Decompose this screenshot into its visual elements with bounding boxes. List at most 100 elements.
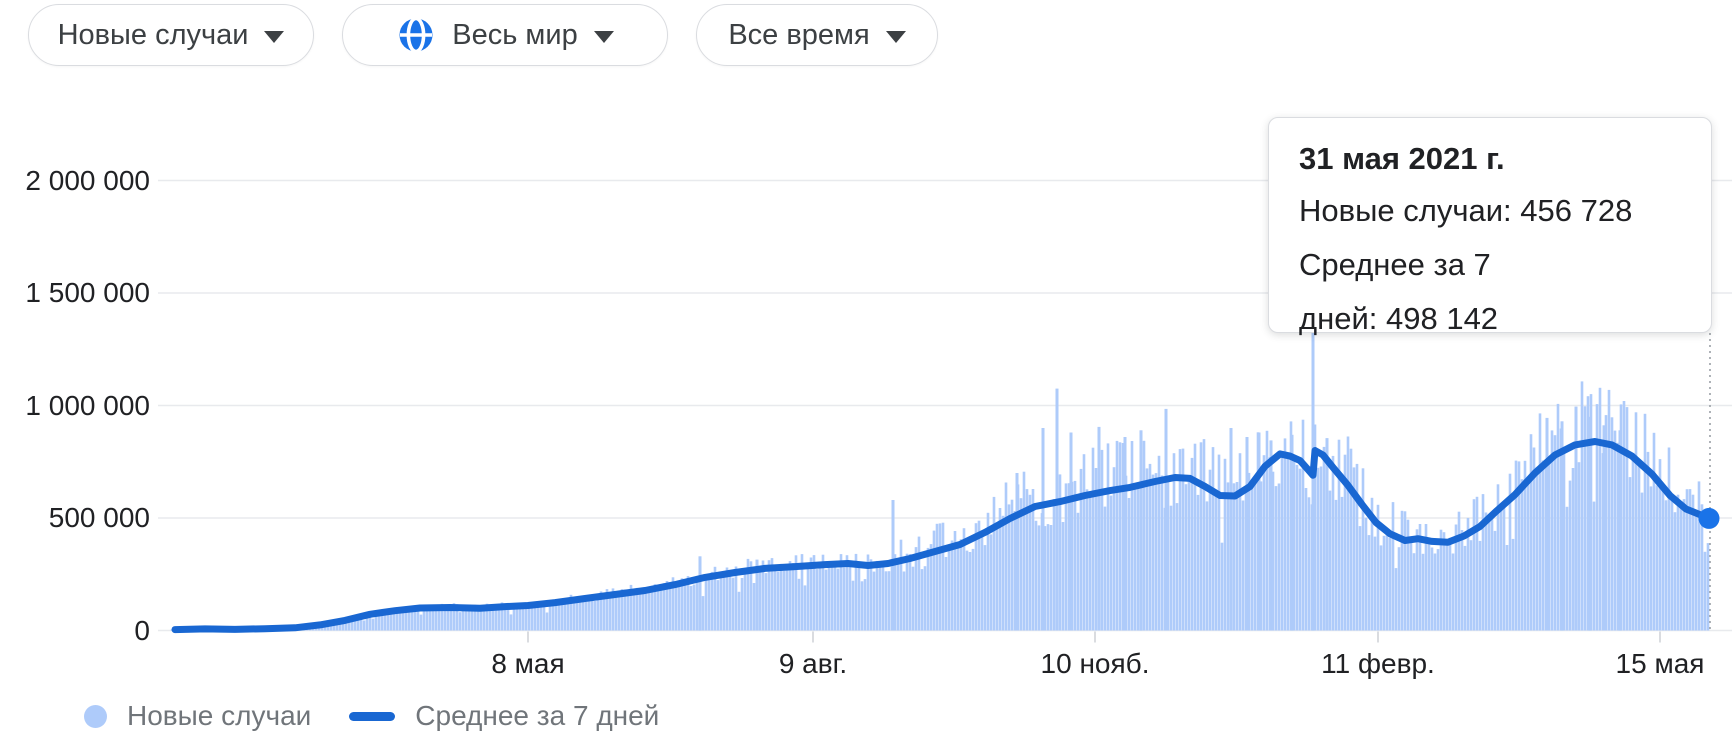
daily-bar (1481, 494, 1485, 631)
x-tick-label: 8 мая (491, 648, 565, 679)
daily-bar (359, 615, 363, 631)
daily-bar (461, 610, 465, 631)
daily-bar (623, 589, 627, 631)
daily-bar (1463, 545, 1467, 631)
daily-bar (1376, 504, 1380, 631)
daily-bar (1142, 440, 1146, 631)
daily-bar (1586, 396, 1590, 631)
region-dropdown[interactable]: Весь мир (342, 4, 668, 66)
daily-bar (620, 589, 624, 631)
daily-bar (554, 602, 558, 631)
daily-bar (1094, 468, 1098, 631)
daily-bar (335, 621, 339, 631)
hover-guide (1698, 333, 1720, 633)
daily-bar (644, 589, 648, 631)
daily-bar (1592, 501, 1596, 631)
daily-bar (1304, 488, 1308, 631)
daily-bar (344, 620, 348, 631)
daily-bar (1514, 460, 1518, 631)
daily-bar-spike (1269, 440, 1273, 631)
daily-bar (443, 609, 447, 631)
daily-bar (1403, 511, 1407, 631)
daily-bar (1697, 481, 1701, 631)
daily-bar (1307, 497, 1311, 631)
daily-bar (1496, 484, 1500, 631)
daily-bar (1220, 542, 1224, 631)
daily-bar (392, 610, 396, 631)
daily-bar (1457, 511, 1461, 631)
daily-bar (1556, 403, 1560, 631)
daily-bar (431, 604, 435, 631)
daily-bar (1118, 442, 1122, 631)
x-tick-label: 9 авг. (778, 648, 848, 679)
daily-bar-spike (1588, 416, 1592, 631)
metric-dropdown[interactable]: Новые случаи (28, 4, 314, 66)
daily-bar (980, 530, 984, 631)
x-tick-label: 10 нояб. (1040, 648, 1150, 679)
daily-bar (1217, 454, 1221, 631)
daily-bar (905, 553, 909, 631)
daily-bar (1154, 473, 1158, 631)
daily-bar (1655, 485, 1659, 631)
daily-bar (1100, 449, 1104, 631)
daily-bar (527, 604, 531, 631)
daily-bar (578, 597, 582, 631)
daily-bar (1652, 432, 1656, 631)
daily-bar (1364, 517, 1368, 631)
daily-bar (530, 604, 534, 631)
daily-bar (917, 536, 921, 631)
daily-bar (938, 523, 942, 631)
daily-bar (1532, 447, 1536, 631)
daily-bar (1067, 483, 1071, 631)
daily-bar (1430, 547, 1434, 631)
daily-bar (1625, 407, 1629, 631)
daily-bar (677, 581, 681, 631)
daily-bar (362, 620, 366, 631)
daily-bar (782, 570, 786, 631)
daily-bar-spike (1574, 406, 1578, 631)
chart-tooltip: 31 мая 2021 г. Новые случаи: 456 728 Сре… (1268, 117, 1712, 336)
daily-bar (1397, 547, 1401, 631)
daily-bar (563, 602, 567, 631)
daily-bar (383, 611, 387, 631)
daily-bar (1259, 481, 1263, 631)
daily-bar (1223, 458, 1227, 631)
daily-bar (1301, 419, 1305, 631)
daily-bar (761, 560, 765, 631)
daily-bar-spike (698, 556, 702, 631)
daily-bar (1391, 502, 1395, 631)
daily-bar (746, 558, 750, 631)
daily-bar (1145, 468, 1149, 631)
daily-bar (665, 581, 669, 631)
daily-bar (455, 604, 459, 631)
daily-bar (1046, 524, 1050, 631)
daily-bar (575, 597, 579, 631)
daily-bar (1103, 506, 1107, 631)
daily-bar (926, 547, 930, 631)
daily-bar (1211, 447, 1215, 631)
daily-bar (1112, 467, 1116, 631)
daily-bar (539, 602, 543, 631)
daily-bar (1031, 489, 1035, 631)
daily-bar (1550, 430, 1554, 631)
daily-bar (521, 607, 525, 631)
daily-bar (1571, 468, 1575, 631)
daily-bar (611, 588, 615, 631)
daily-bar (995, 524, 999, 631)
daily-bar (1385, 530, 1389, 631)
daily-bar (674, 582, 678, 631)
daily-bar (779, 563, 783, 631)
daily-bar (407, 609, 411, 631)
daily-bar (815, 569, 819, 631)
daily-bar (449, 607, 453, 631)
region-dropdown-label: Весь мир (452, 18, 578, 51)
daily-bar (446, 604, 450, 631)
daily-bar (1382, 535, 1386, 631)
time-range-dropdown[interactable]: Все время (696, 4, 938, 66)
daily-bar (1271, 471, 1275, 631)
daily-bar (1487, 518, 1491, 631)
daily-bar (1361, 468, 1365, 631)
daily-bar (689, 586, 693, 631)
daily-bar-spike (1602, 425, 1606, 631)
